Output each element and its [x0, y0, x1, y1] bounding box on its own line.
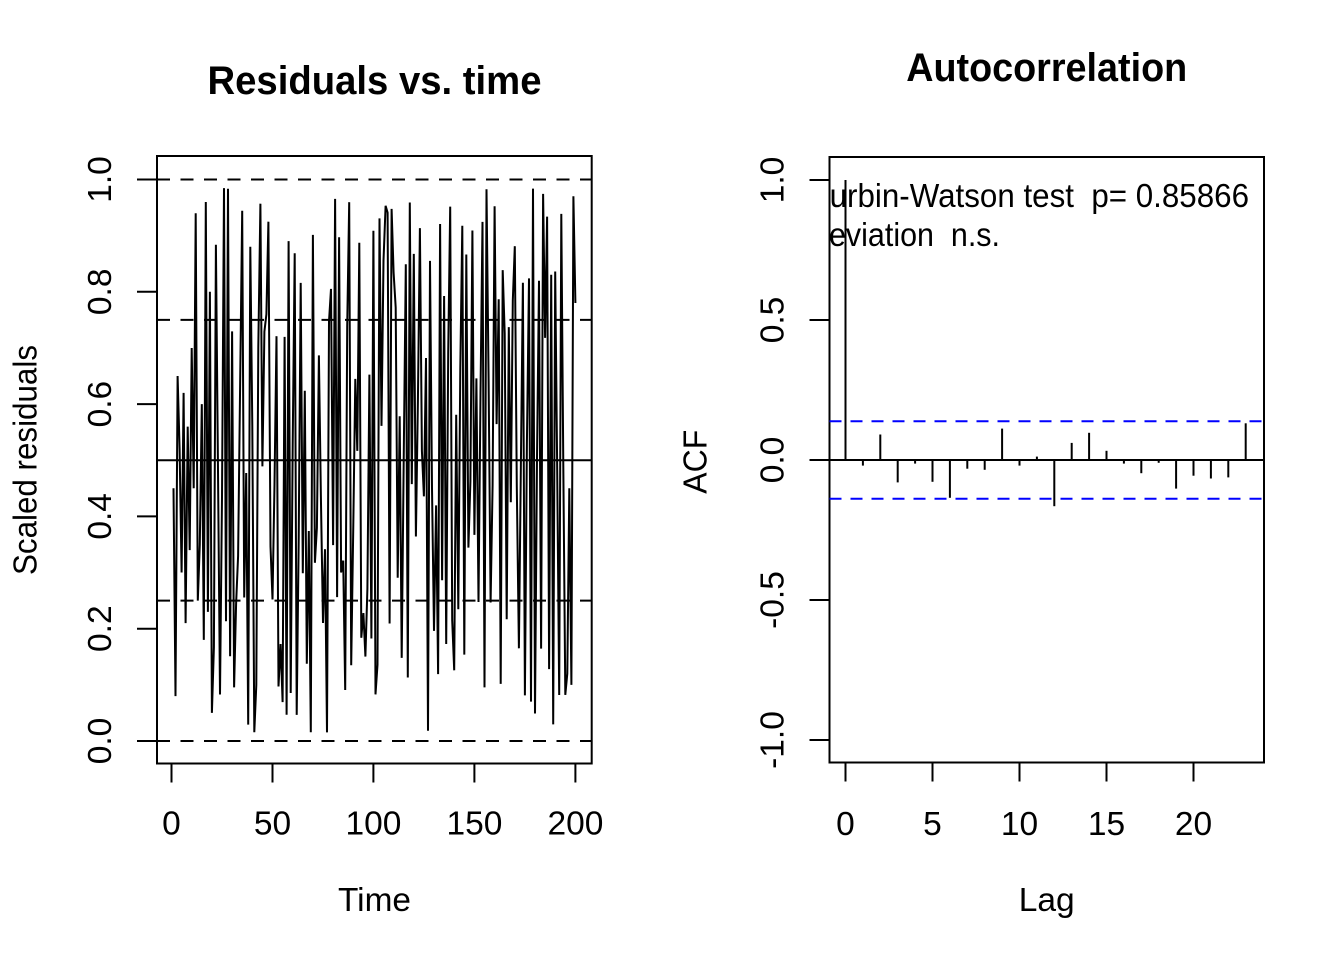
svg-text:10: 10	[1001, 806, 1038, 843]
svg-text:200: 200	[547, 806, 603, 843]
svg-text:0: 0	[836, 806, 855, 843]
svg-text:5: 5	[923, 806, 942, 843]
svg-text:0.8: 0.8	[82, 269, 119, 316]
svg-text:1.0: 1.0	[755, 157, 792, 204]
svg-text:0.4: 0.4	[82, 493, 119, 540]
svg-text:50: 50	[254, 806, 291, 843]
svg-text:Time: Time	[338, 882, 411, 919]
svg-text:0.5: 0.5	[755, 297, 792, 344]
svg-text:Durbin-Watson test p= 0.85866: Durbin-Watson test p= 0.85866	[807, 178, 1249, 215]
svg-text:0.6: 0.6	[82, 381, 119, 428]
svg-text:20: 20	[1175, 806, 1212, 843]
svg-text:Deviation n.s.: Deviation n.s.	[807, 217, 1000, 254]
svg-text:ACF: ACF	[677, 430, 714, 494]
svg-text:Scaled residuals: Scaled residuals	[8, 345, 45, 575]
svg-text:0.2: 0.2	[82, 605, 119, 652]
svg-text:-0.5: -0.5	[755, 571, 792, 629]
svg-text:Autocorrelation: Autocorrelation	[906, 46, 1187, 90]
svg-text:0: 0	[162, 806, 181, 843]
svg-text:Residuals vs. time: Residuals vs. time	[208, 59, 542, 103]
svg-text:Lag: Lag	[1019, 882, 1075, 919]
svg-text:0.0: 0.0	[755, 437, 792, 484]
svg-text:15: 15	[1088, 806, 1125, 843]
svg-text:150: 150	[446, 806, 502, 843]
svg-text:0.0: 0.0	[82, 718, 119, 765]
svg-text:100: 100	[345, 806, 401, 843]
svg-text:-1.0: -1.0	[755, 711, 792, 769]
svg-text:1.0: 1.0	[82, 156, 119, 203]
